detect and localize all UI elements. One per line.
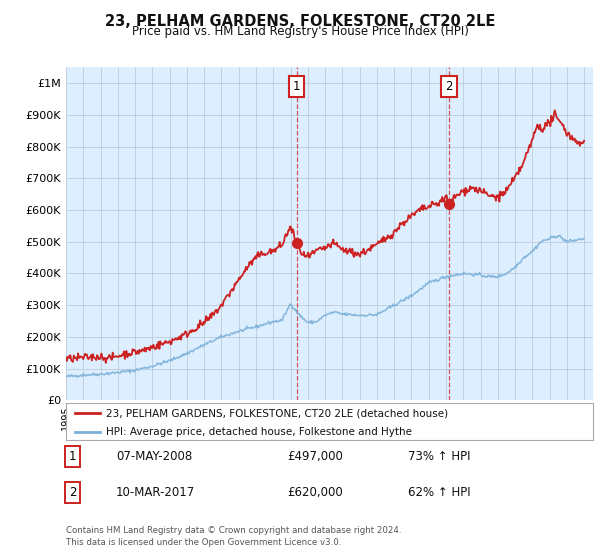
Text: 23, PELHAM GARDENS, FOLKESTONE, CT20 2LE (detached house): 23, PELHAM GARDENS, FOLKESTONE, CT20 2LE… <box>106 408 448 418</box>
Text: 2: 2 <box>68 486 76 499</box>
Text: 1: 1 <box>293 80 301 93</box>
Text: £620,000: £620,000 <box>287 486 343 499</box>
Text: 10-MAR-2017: 10-MAR-2017 <box>116 486 195 499</box>
Text: Contains HM Land Registry data © Crown copyright and database right 2024.: Contains HM Land Registry data © Crown c… <box>66 526 401 535</box>
Text: 62% ↑ HPI: 62% ↑ HPI <box>409 486 471 499</box>
Text: HPI: Average price, detached house, Folkestone and Hythe: HPI: Average price, detached house, Folk… <box>106 427 412 437</box>
Text: This data is licensed under the Open Government Licence v3.0.: This data is licensed under the Open Gov… <box>66 538 341 547</box>
Text: 73% ↑ HPI: 73% ↑ HPI <box>409 450 471 463</box>
Text: Price paid vs. HM Land Registry's House Price Index (HPI): Price paid vs. HM Land Registry's House … <box>131 25 469 38</box>
Text: £497,000: £497,000 <box>287 450 343 463</box>
Text: 1: 1 <box>68 450 76 463</box>
Text: 07-MAY-2008: 07-MAY-2008 <box>116 450 192 463</box>
Text: 2: 2 <box>446 80 453 93</box>
Text: 23, PELHAM GARDENS, FOLKESTONE, CT20 2LE: 23, PELHAM GARDENS, FOLKESTONE, CT20 2LE <box>105 14 495 29</box>
